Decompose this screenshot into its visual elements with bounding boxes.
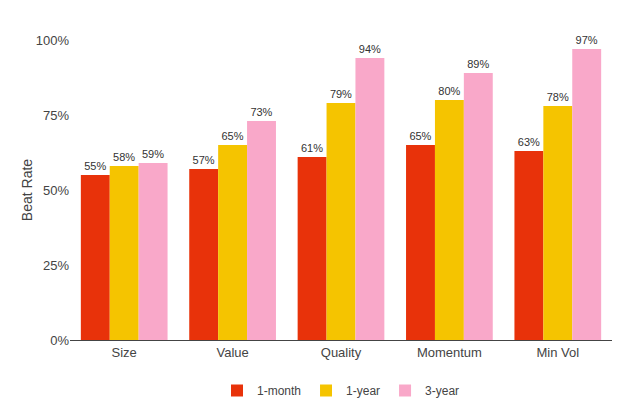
svg-text:75%: 75% [43,108,69,123]
svg-text:0%: 0% [50,333,69,348]
svg-text:Quality: Quality [321,345,362,360]
svg-text:25%: 25% [43,258,69,273]
svg-text:73%: 73% [250,106,272,118]
svg-text:65%: 65% [221,130,243,142]
svg-text:3-year: 3-year [425,384,459,398]
svg-text:1-year: 1-year [346,384,380,398]
svg-text:58%: 58% [113,151,135,163]
svg-text:Size: Size [112,345,137,360]
svg-text:Min Vol: Min Vol [536,345,579,360]
svg-text:80%: 80% [438,85,460,97]
svg-text:79%: 79% [330,88,352,100]
svg-text:1-month: 1-month [257,384,301,398]
svg-text:97%: 97% [576,34,598,46]
svg-text:100%: 100% [36,33,70,48]
svg-text:78%: 78% [547,91,569,103]
svg-text:59%: 59% [142,148,164,160]
svg-text:57%: 57% [193,154,215,166]
svg-text:Value: Value [216,345,248,360]
svg-text:63%: 63% [518,136,540,148]
svg-text:94%: 94% [359,43,381,55]
svg-text:Beat Rate: Beat Rate [19,159,35,221]
svg-text:61%: 61% [301,142,323,154]
svg-text:65%: 65% [409,130,431,142]
svg-text:Momentum: Momentum [417,345,482,360]
svg-text:50%: 50% [43,183,69,198]
svg-text:89%: 89% [467,58,489,70]
svg-text:55%: 55% [84,160,106,172]
